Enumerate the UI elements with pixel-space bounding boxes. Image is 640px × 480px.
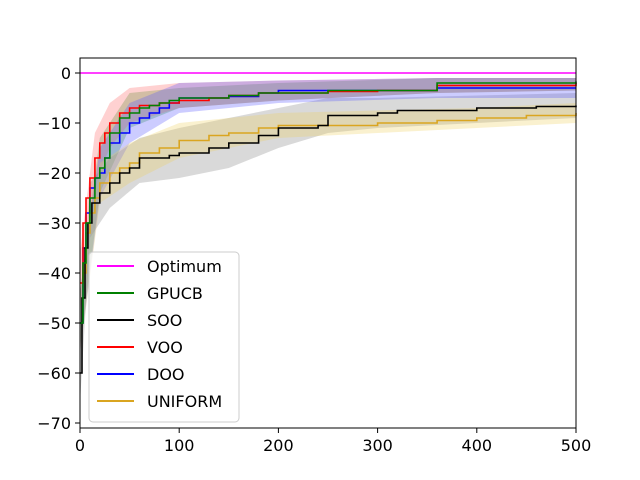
y-tick-label: −50 xyxy=(37,314,71,333)
axes: 0 100 200 300 400 500 0 −10 −20 −30 −40 −50 −60 −70 xyxy=(37,57,592,455)
legend: Optimum GPUCB SOO VOO DOO UNIFORM xyxy=(88,251,240,423)
y-tick-label: 0 xyxy=(61,64,71,83)
plot-frame xyxy=(79,57,577,429)
x-tick-label: 0 xyxy=(75,436,85,455)
legend-label-uniform: UNIFORM xyxy=(147,392,222,411)
legend-label-optimum: Optimum xyxy=(147,257,222,276)
y-tick-label: −70 xyxy=(37,414,71,433)
series-line-gpucb xyxy=(80,81,577,324)
y-tick-label: −20 xyxy=(37,164,71,183)
x-tick-label: 500 xyxy=(561,436,592,455)
x-tick-label: 100 xyxy=(164,436,195,455)
y-tick-label: −30 xyxy=(37,214,71,233)
x-tick-label: 300 xyxy=(362,436,393,455)
series-line-uniform xyxy=(80,113,577,324)
legend-label-doo: DOO xyxy=(147,365,185,384)
band-voo xyxy=(80,78,576,313)
series-lines xyxy=(80,72,577,374)
band-soo xyxy=(80,93,576,403)
y-tick-label: −40 xyxy=(37,264,71,283)
legend-label-soo: SOO xyxy=(147,311,182,330)
legend-box xyxy=(88,251,240,423)
confidence-bands xyxy=(80,78,576,403)
x-tick-label: 200 xyxy=(263,436,294,455)
band-doo xyxy=(80,78,576,353)
legend-label-gpucb: GPUCB xyxy=(147,284,203,303)
legend-label-voo: VOO xyxy=(147,338,183,357)
series-line-soo xyxy=(80,105,577,374)
band-gpucb xyxy=(80,78,576,348)
y-tick-label: −10 xyxy=(37,114,71,133)
y-tick-label: −60 xyxy=(37,364,71,383)
x-tick-label: 400 xyxy=(462,436,493,455)
